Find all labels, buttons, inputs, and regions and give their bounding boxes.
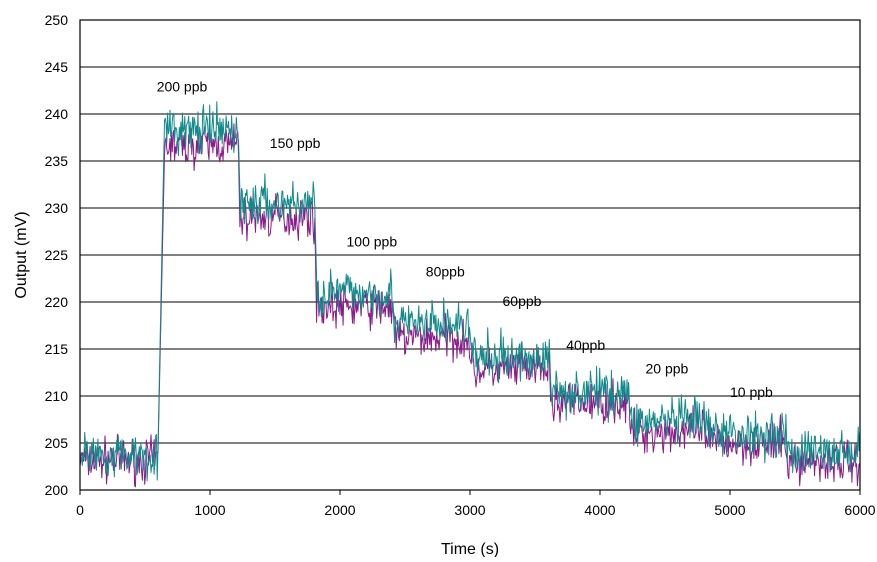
y-axis-ticks: 200 205 210 215 220 225 230 235 240 245 250 xyxy=(45,12,69,498)
y-tick-label: 205 xyxy=(45,435,69,451)
x-tick-label: 1000 xyxy=(194,502,225,518)
x-tick-label: 3000 xyxy=(454,502,485,518)
annotation-label: 20 ppb xyxy=(646,360,689,376)
x-tick-label: 4000 xyxy=(584,502,615,518)
annotation-label: 150 ppb xyxy=(270,135,321,151)
y-tick-label: 200 xyxy=(45,482,69,498)
y-tick-label: 235 xyxy=(45,153,69,169)
y-tick-label: 220 xyxy=(45,294,69,310)
y-tick-label: 230 xyxy=(45,200,69,216)
y-tick-label: 245 xyxy=(45,59,69,75)
x-tick-label: 5000 xyxy=(714,502,745,518)
x-axis-title: Time (s) xyxy=(441,541,499,557)
y-tick-label: 215 xyxy=(45,341,69,357)
annotation-label: 100 ppb xyxy=(347,234,398,250)
y-axis-title: Output (mV) xyxy=(13,211,30,298)
x-tick-label: 6000 xyxy=(844,502,875,518)
x-tick-label: 2000 xyxy=(324,502,355,518)
annotation-label: 40ppb xyxy=(566,337,605,353)
series-line xyxy=(79,123,861,488)
annotations: 200 ppb 150 ppb 100 ppb 80ppb 60ppb 40ppb 20 p… xyxy=(157,78,773,400)
x-tick-label: 0 xyxy=(76,502,84,518)
y-tick-label: 250 xyxy=(45,12,69,28)
x-axis-ticks: 0 1000 2000 3000 4000 5000 6000 xyxy=(76,490,876,518)
annotation-label: 80ppb xyxy=(426,264,465,280)
y-tick-label: 240 xyxy=(45,106,69,122)
series-lines xyxy=(79,101,861,488)
series-line xyxy=(79,101,861,482)
annotation-label: 10 ppb xyxy=(730,384,773,400)
annotation-label: 200 ppb xyxy=(157,78,208,94)
y-tick-label: 210 xyxy=(45,388,69,404)
y-tick-label: 225 xyxy=(45,247,69,263)
annotation-label: 60ppb xyxy=(503,293,542,309)
